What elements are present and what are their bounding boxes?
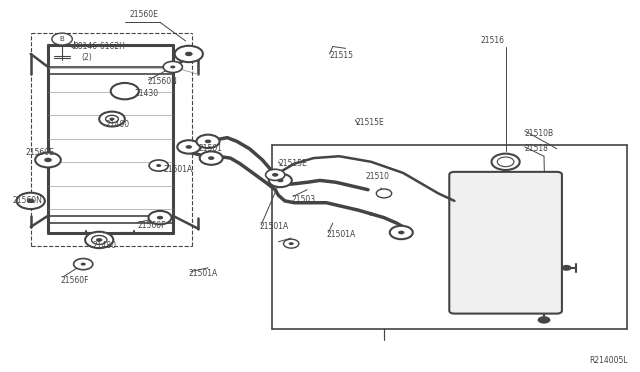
Text: 21560N: 21560N (13, 196, 43, 205)
Text: 21503: 21503 (291, 195, 316, 203)
Text: R214005L: R214005L (589, 356, 627, 365)
Circle shape (205, 140, 211, 143)
Circle shape (81, 263, 86, 266)
Text: (2): (2) (81, 53, 92, 62)
Circle shape (157, 216, 163, 219)
Circle shape (185, 52, 193, 56)
Text: B: B (60, 36, 65, 42)
Text: 21560E: 21560E (129, 10, 159, 19)
Circle shape (96, 238, 102, 242)
Text: 21515: 21515 (330, 51, 354, 60)
Text: 21510: 21510 (365, 172, 390, 181)
Text: 21560F: 21560F (138, 221, 166, 230)
Circle shape (269, 174, 292, 187)
Circle shape (175, 46, 203, 62)
Circle shape (208, 156, 214, 160)
Circle shape (266, 169, 285, 180)
Circle shape (398, 231, 404, 234)
Circle shape (109, 118, 115, 121)
Text: 21516: 21516 (481, 36, 505, 45)
Text: 21515E: 21515E (278, 159, 307, 168)
Circle shape (92, 235, 107, 244)
Circle shape (148, 211, 172, 224)
Circle shape (52, 33, 72, 45)
Circle shape (492, 154, 520, 170)
Text: 21501: 21501 (198, 144, 223, 153)
Text: 21430: 21430 (134, 89, 159, 97)
Circle shape (17, 193, 45, 209)
Text: 21515E: 21515E (355, 118, 384, 127)
Circle shape (35, 153, 61, 167)
Circle shape (186, 145, 192, 149)
Circle shape (277, 179, 284, 182)
Circle shape (196, 135, 220, 148)
Circle shape (561, 265, 572, 271)
Text: 21501A: 21501A (189, 269, 218, 278)
Circle shape (27, 199, 35, 203)
Text: 21560F: 21560F (61, 276, 90, 285)
Circle shape (44, 158, 52, 162)
Circle shape (289, 242, 294, 245)
Circle shape (272, 173, 278, 177)
Circle shape (99, 112, 125, 126)
Text: 21560E: 21560E (26, 148, 54, 157)
Text: 21518: 21518 (525, 144, 548, 153)
Circle shape (390, 226, 413, 239)
Circle shape (497, 157, 514, 167)
Circle shape (156, 164, 161, 167)
Text: 21501A: 21501A (326, 230, 356, 239)
Circle shape (74, 259, 93, 270)
Circle shape (149, 160, 168, 171)
Circle shape (163, 61, 182, 73)
Circle shape (106, 115, 118, 123)
Circle shape (177, 140, 200, 154)
Text: 21480: 21480 (93, 241, 116, 250)
Text: 21510B: 21510B (525, 129, 554, 138)
Circle shape (538, 316, 550, 324)
FancyBboxPatch shape (449, 172, 562, 314)
Circle shape (85, 232, 113, 248)
Text: 21560N: 21560N (147, 77, 177, 86)
Circle shape (170, 65, 175, 68)
Circle shape (284, 239, 299, 248)
Circle shape (200, 151, 223, 165)
Text: 08146-6162H: 08146-6162H (74, 42, 125, 51)
Text: 21501A: 21501A (163, 165, 193, 174)
Circle shape (376, 189, 392, 198)
Circle shape (111, 83, 139, 99)
Text: 21400: 21400 (106, 120, 130, 129)
Text: 21501A: 21501A (259, 222, 289, 231)
